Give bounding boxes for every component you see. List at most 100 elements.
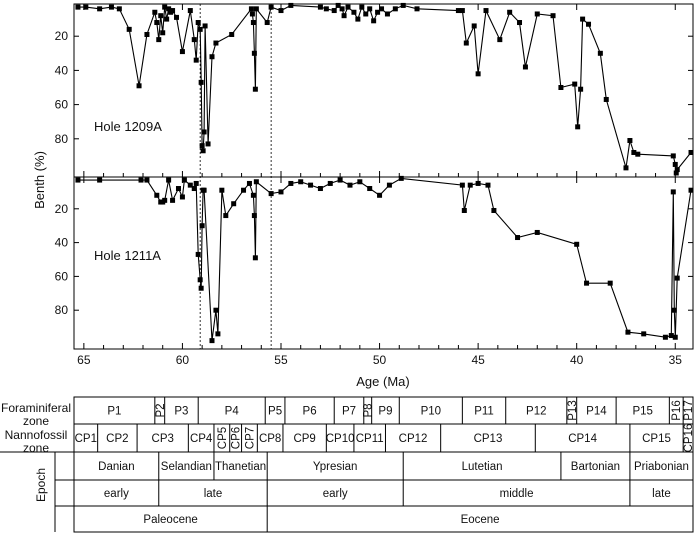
data-point bbox=[670, 189, 676, 195]
data-point bbox=[672, 334, 678, 340]
x-tick-label: 55 bbox=[274, 353, 288, 367]
data-point bbox=[607, 280, 613, 286]
data-point bbox=[201, 129, 207, 135]
zone-label: P5 bbox=[268, 406, 282, 418]
data-point bbox=[317, 186, 323, 192]
series-line bbox=[77, 177, 692, 341]
data-point bbox=[485, 182, 491, 188]
zone-label: P10 bbox=[421, 406, 441, 418]
data-point bbox=[170, 8, 176, 14]
data-point bbox=[138, 177, 144, 183]
data-point bbox=[631, 149, 637, 155]
data-point bbox=[198, 79, 204, 85]
data-point bbox=[209, 338, 215, 344]
data-point bbox=[229, 31, 235, 37]
zone-label: CP14 bbox=[568, 433, 597, 445]
data-point bbox=[205, 141, 211, 147]
data-point bbox=[671, 307, 677, 313]
data-point bbox=[672, 161, 678, 167]
zone-label: CP5 bbox=[217, 427, 229, 449]
data-point bbox=[625, 329, 631, 335]
data-point bbox=[298, 179, 304, 185]
data-point bbox=[623, 165, 629, 171]
data-point bbox=[162, 197, 168, 203]
zone-label: Selandian bbox=[161, 461, 212, 473]
data-point bbox=[580, 16, 586, 22]
data-point bbox=[213, 307, 219, 313]
data-point bbox=[251, 50, 257, 56]
data-point bbox=[534, 11, 540, 17]
y-tick-label: 40 bbox=[55, 63, 69, 77]
data-point bbox=[461, 207, 467, 213]
data-point bbox=[213, 40, 219, 46]
epoch-label: Epoch bbox=[34, 468, 48, 502]
y-tick-label: 80 bbox=[55, 303, 69, 317]
zone-label: Paleocene bbox=[143, 514, 197, 526]
data-point bbox=[154, 192, 160, 198]
data-point bbox=[414, 6, 420, 12]
zone-label: P17 bbox=[683, 400, 695, 420]
data-point bbox=[341, 13, 347, 19]
zone-label: Lutetian bbox=[462, 461, 503, 473]
data-point bbox=[187, 182, 193, 188]
nannofossil-zone-label-line1: Nannofossil bbox=[5, 428, 68, 442]
zone-label: P12 bbox=[526, 406, 546, 418]
zone-label: P9 bbox=[378, 406, 392, 418]
zone-table-frame bbox=[73, 396, 694, 533]
data-point bbox=[491, 207, 497, 213]
data-point bbox=[603, 96, 609, 102]
data-point bbox=[219, 187, 225, 193]
data-point bbox=[359, 4, 365, 10]
zone-label: CP4 bbox=[190, 433, 213, 445]
zone-label: P1 bbox=[107, 406, 121, 418]
data-point bbox=[627, 138, 633, 144]
data-point bbox=[248, 6, 254, 12]
zone-label: Ypresian bbox=[313, 461, 358, 473]
zone-label: P2 bbox=[155, 403, 167, 417]
data-point bbox=[673, 170, 679, 176]
x-axis-label: Age (Ma) bbox=[356, 374, 409, 389]
event-lines bbox=[199, 4, 272, 349]
y-tick-label: 20 bbox=[55, 29, 69, 43]
data-point bbox=[379, 6, 385, 12]
data-point bbox=[246, 180, 252, 186]
data-point bbox=[249, 11, 255, 17]
data-point bbox=[355, 16, 361, 22]
data-point bbox=[572, 81, 578, 87]
zone-label: P13 bbox=[567, 400, 579, 420]
data-point bbox=[251, 213, 257, 219]
data-series bbox=[75, 2, 694, 344]
data-point bbox=[193, 180, 199, 186]
data-point bbox=[475, 71, 481, 77]
data-point bbox=[635, 151, 641, 157]
data-point bbox=[108, 4, 114, 10]
data-point bbox=[371, 18, 377, 24]
data-point bbox=[201, 187, 207, 193]
zone-table: P1 P2 P3 P4 P5 P6 P7 P8 P9 P10 P11 P12 P13 P14 P15 P16 P… bbox=[0, 397, 695, 532]
x-tick-label: 35 bbox=[669, 353, 683, 367]
data-point bbox=[252, 255, 258, 261]
zone-label: CP13 bbox=[474, 433, 503, 445]
data-point bbox=[164, 16, 170, 22]
data-point bbox=[308, 182, 314, 188]
data-point bbox=[179, 194, 185, 200]
data-point bbox=[467, 182, 473, 188]
zone-label: CP7 bbox=[244, 427, 256, 449]
data-point bbox=[367, 6, 373, 12]
data-point bbox=[166, 177, 172, 183]
zone-label: Thanetian bbox=[215, 461, 266, 473]
data-point bbox=[688, 149, 694, 155]
zone-label: P14 bbox=[586, 406, 607, 418]
y-tick-label: 60 bbox=[55, 269, 69, 283]
data-point bbox=[252, 86, 258, 92]
data-point bbox=[517, 20, 523, 26]
data-point bbox=[158, 13, 164, 19]
data-point bbox=[483, 8, 489, 14]
data-point bbox=[317, 4, 323, 10]
data-point bbox=[384, 11, 390, 17]
data-point bbox=[231, 201, 237, 207]
x-tick-label: 60 bbox=[176, 353, 190, 367]
zone-label: late bbox=[204, 488, 223, 500]
data-point bbox=[166, 6, 172, 12]
